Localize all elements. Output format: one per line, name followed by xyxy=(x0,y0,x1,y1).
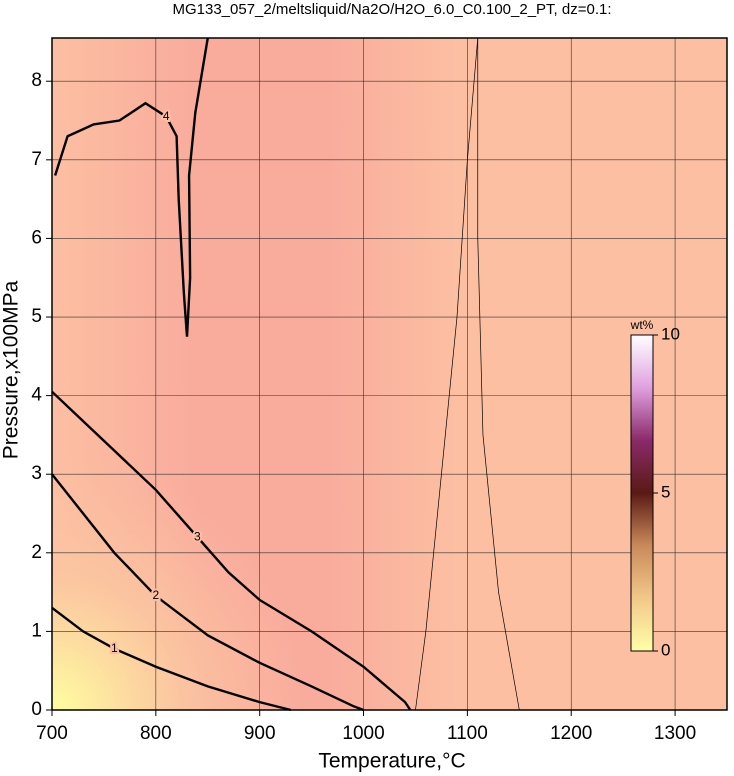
chart-title: MG133_057_2/meltsliquid/Na2O/H2O_6.0_C0.… xyxy=(172,1,611,18)
contour-line xyxy=(51,473,364,712)
x-tick-label: 700 xyxy=(36,723,68,744)
y-tick-label: 7 xyxy=(31,149,42,170)
colorbar-label: wt% xyxy=(630,318,654,332)
colorbar xyxy=(630,334,654,652)
x-tick-label: 900 xyxy=(244,723,276,744)
x-tick-label: 1200 xyxy=(550,723,592,744)
colorbar-tick-label: 5 xyxy=(661,482,670,501)
y-tick-label: 6 xyxy=(31,227,42,248)
x-axis-label: Temperature,°C xyxy=(318,750,465,773)
colorbar-tick-label: 0 xyxy=(661,640,670,659)
contour-label: 3 xyxy=(194,529,201,543)
plot-frame xyxy=(51,37,728,711)
x-tick-label: 1100 xyxy=(447,723,488,744)
y-tick-label: 4 xyxy=(31,385,42,406)
y-tick-label: 8 xyxy=(31,70,42,91)
contour-label: 4 xyxy=(163,109,170,123)
plot-background-low xyxy=(52,38,727,710)
y-tick-label: 0 xyxy=(31,699,42,720)
contour-line xyxy=(51,390,412,711)
y-tick-label: 3 xyxy=(31,463,42,484)
contour-line xyxy=(53,37,209,337)
x-tick-label: 1000 xyxy=(342,723,384,744)
contour-line xyxy=(415,37,479,711)
contour-line xyxy=(477,38,520,711)
colorbar-tick-label: 10 xyxy=(661,324,680,343)
x-tick-label: 800 xyxy=(140,723,172,744)
y-tick-label: 2 xyxy=(31,542,42,563)
x-tick-label: 1300 xyxy=(654,723,696,744)
contour-label: 2 xyxy=(153,588,160,602)
contour-label: 1 xyxy=(111,641,118,655)
contour-line xyxy=(51,606,292,712)
y-tick-label: 1 xyxy=(31,620,42,641)
y-tick-label: 5 xyxy=(31,306,42,327)
y-axis-label: Pressure,x100MPa xyxy=(0,280,23,459)
